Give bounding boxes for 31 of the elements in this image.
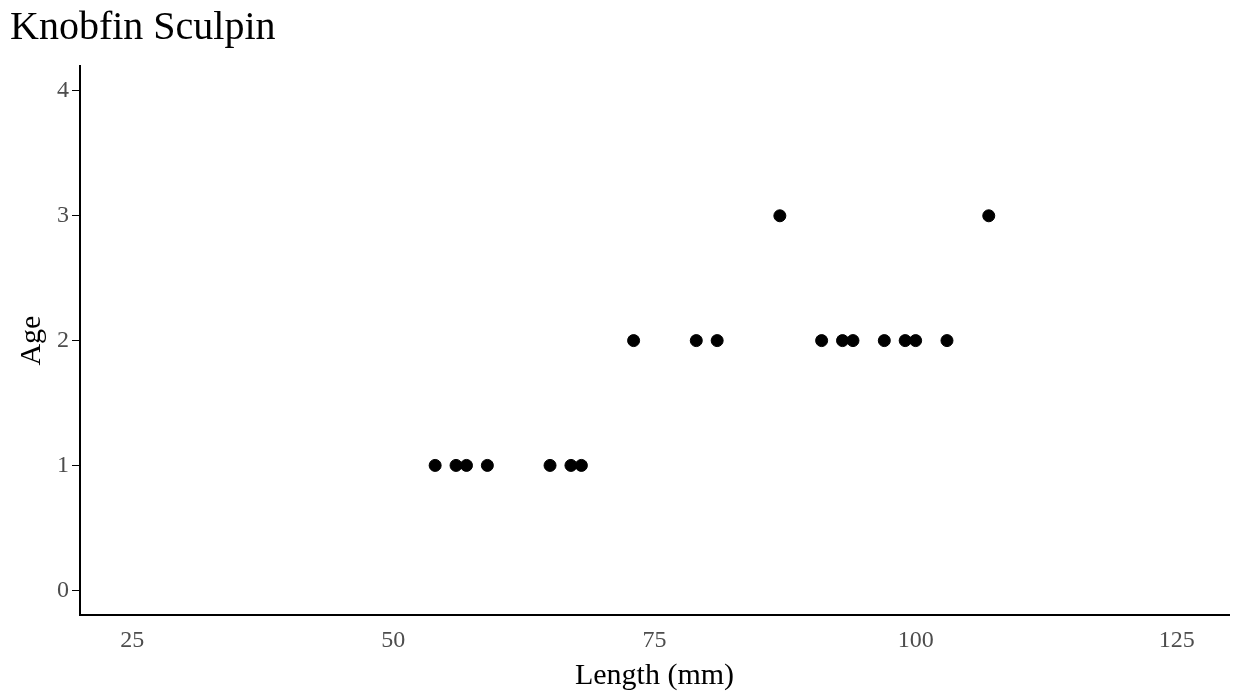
y-tick-label: 3 [57,201,69,228]
point [689,334,703,348]
point [564,458,578,472]
point [449,458,463,472]
y-tick-label: 1 [57,450,69,477]
x-axis-title: Length (mm) [574,656,735,691]
point [627,334,641,348]
point [773,209,787,223]
chart-title: Knobfin Sculpin [10,2,276,48]
point [428,458,442,472]
point [459,458,473,472]
x-tick-label: 50 [381,625,406,652]
y-axis-title: Age [12,315,46,366]
point [710,334,724,348]
point [815,334,829,348]
x-tick-label: 75 [642,625,667,652]
x-tick-label: 25 [120,625,145,652]
x-tick-label: 125 [1158,625,1195,652]
point [898,334,912,348]
point [574,458,588,472]
point [909,334,923,348]
point [982,209,996,223]
y-tick-label: 0 [57,575,69,602]
y-tick-label: 2 [57,325,69,352]
point [543,458,557,472]
y-tick-label: 4 [57,76,69,103]
point [846,334,860,348]
point [480,458,494,472]
point [940,334,954,348]
x-tick-label: 100 [897,625,934,652]
point [877,334,891,348]
